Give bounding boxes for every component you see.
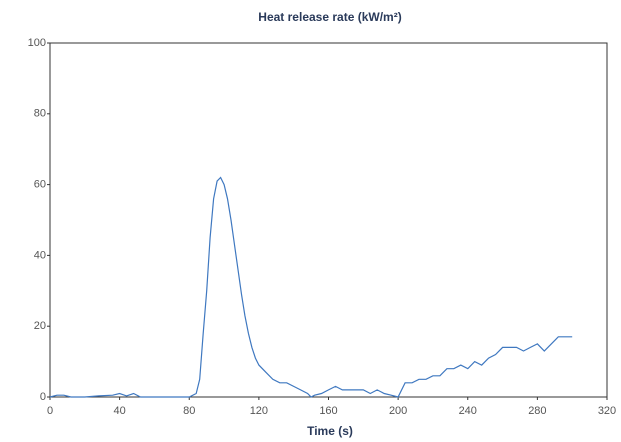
- x-tick-label: 240: [459, 405, 477, 417]
- y-tick-label: 100: [28, 37, 46, 49]
- y-tick-label: 0: [40, 391, 46, 403]
- x-axis-label: Time (s): [307, 424, 353, 438]
- y-tick-label: 20: [34, 320, 46, 332]
- x-tick-label: 120: [250, 405, 268, 417]
- x-tick-label: 40: [114, 405, 126, 417]
- y-tick-label: 40: [34, 249, 46, 261]
- data-line: [49, 176, 573, 398]
- plot-frame: [49, 42, 608, 398]
- x-tick-label: 320: [598, 405, 616, 417]
- x-tick-label: 80: [183, 405, 195, 417]
- x-tick-label: 200: [389, 405, 407, 417]
- chart-title: Heat release rate (kW/m²): [258, 10, 401, 24]
- y-tick-label: 60: [34, 179, 46, 191]
- x-tick-label: 280: [528, 405, 546, 417]
- y-tick-label: 80: [34, 108, 46, 120]
- x-tick-label: 0: [47, 405, 53, 417]
- x-tick-label: 160: [319, 405, 337, 417]
